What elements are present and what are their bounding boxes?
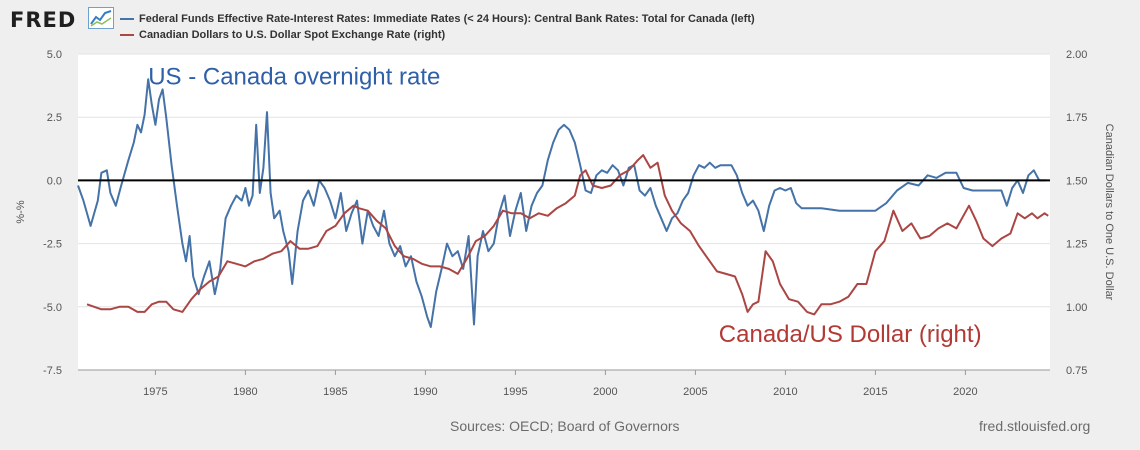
y-right-tick-label: 1.75 bbox=[1066, 112, 1087, 124]
legend-item[interactable]: Canadian Dollars to U.S. Dollar Spot Exc… bbox=[120, 27, 755, 43]
y-right-tick-label: 1.00 bbox=[1066, 302, 1087, 314]
x-tick-label: 2010 bbox=[773, 386, 797, 398]
legend-label-exchange-rate: Canadian Dollars to U.S. Dollar Spot Exc… bbox=[139, 29, 446, 41]
axes: 5.0 2.5 0.0 -2.5 -5.0 -7.5 2.00 1.75 1.50 1.25 1.0… bbox=[15, 49, 1115, 398]
annotation-exchange-rate: Canada/US Dollar (right) bbox=[719, 321, 982, 348]
y-left-tick-label: 0.0 bbox=[47, 175, 62, 187]
x-tick-label: 1990 bbox=[413, 386, 437, 398]
fred-logo: FRED bbox=[10, 8, 77, 32]
legend-swatch-overnight-rate bbox=[120, 18, 134, 20]
legend-swatch-exchange-rate bbox=[120, 34, 134, 36]
plot-background bbox=[78, 54, 1050, 370]
series-line-overnight-rate bbox=[77, 78, 1047, 328]
y-left-tick-label: -5.0 bbox=[43, 302, 62, 314]
grid-lines bbox=[78, 53, 1050, 371]
y-right-axis-title: Canadian Dollars to One U.S. Dollar bbox=[1103, 124, 1115, 301]
x-tick-label: 1995 bbox=[503, 386, 527, 398]
chart-header: FRED Federal Funds Effective Rate-Intere… bbox=[0, 0, 1140, 46]
x-tick-label: 2020 bbox=[953, 386, 977, 398]
x-tick-label: 2015 bbox=[863, 386, 887, 398]
fred-site-link[interactable]: fred.stlouisfed.org bbox=[979, 418, 1091, 434]
x-tick-label: 1975 bbox=[143, 386, 167, 398]
x-tick-label: 1985 bbox=[323, 386, 347, 398]
y-left-tick-label: 5.0 bbox=[47, 49, 62, 61]
chart-legend: Federal Funds Effective Rate-Interest Ra… bbox=[120, 11, 755, 43]
series-line-exchange-rate bbox=[86, 154, 1049, 316]
fred-logo-chart-icon bbox=[88, 7, 114, 29]
legend-item[interactable]: Federal Funds Effective Rate-Interest Ra… bbox=[120, 11, 755, 27]
series-layer bbox=[77, 78, 1050, 328]
y-right-tick-label: 2.00 bbox=[1066, 49, 1087, 61]
y-right-tick-label: 1.25 bbox=[1066, 239, 1087, 251]
annotations: US - Canada overnight rate Canada/US Doll… bbox=[148, 63, 981, 348]
y-left-tick-label: -2.5 bbox=[43, 239, 62, 251]
annotation-overnight-rate: US - Canada overnight rate bbox=[148, 63, 440, 90]
y-left-tick-label: 2.5 bbox=[47, 112, 62, 124]
x-tick-label: 2005 bbox=[683, 386, 707, 398]
y-right-tick-label: 0.75 bbox=[1066, 365, 1087, 377]
sources-text: Sources: OECD; Board of Governors bbox=[450, 418, 680, 434]
legend-label-overnight-rate: Federal Funds Effective Rate-Interest Ra… bbox=[139, 13, 755, 25]
y-right-tick-label: 1.50 bbox=[1066, 175, 1087, 187]
y-left-tick-label: -7.5 bbox=[43, 365, 62, 377]
y-left-axis-title: %-% bbox=[15, 200, 27, 223]
x-tick-label: 1980 bbox=[233, 386, 257, 398]
x-tick-label: 2000 bbox=[593, 386, 617, 398]
